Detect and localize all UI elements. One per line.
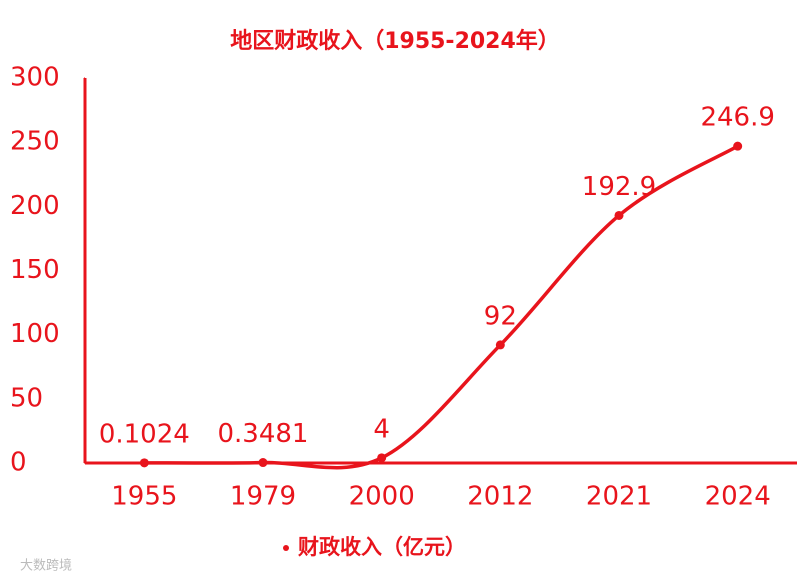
x-tick-label: 2021 (586, 482, 652, 512)
y-tick-label: 200 (10, 191, 60, 221)
y-tick-label: 100 (10, 319, 60, 349)
x-tick-label: 1955 (111, 482, 177, 512)
y-tick-label: 300 (10, 63, 60, 93)
y-tick-label: 50 (10, 383, 43, 413)
watermark: 大数跨境 (20, 559, 72, 574)
x-tick-label: 2024 (705, 482, 771, 512)
data-point (495, 340, 505, 350)
y-tick-label: 150 (10, 255, 60, 285)
data-point (377, 453, 387, 463)
y-tick-label: 0 (10, 448, 27, 478)
legend-label: 财政收入（亿元） (298, 535, 466, 559)
data-label: 0.3481 (218, 419, 309, 449)
x-tick-label: 1979 (230, 482, 296, 512)
data-label: 4 (373, 414, 390, 444)
data-label: 92 (484, 301, 517, 331)
legend-marker (283, 545, 289, 551)
data-point (258, 458, 268, 468)
data-label: 0.1024 (99, 419, 190, 449)
data-label: 192.9 (582, 172, 656, 202)
y-tick-label: 250 (10, 127, 60, 157)
data-point (139, 458, 149, 468)
x-tick-label: 2012 (467, 482, 533, 512)
data-label: 246.9 (700, 103, 774, 133)
data-point (614, 210, 624, 220)
chart-title: 地区财政收入（1955-2024年） (230, 28, 560, 54)
x-tick-label: 2000 (349, 482, 415, 512)
data-point (733, 141, 743, 151)
